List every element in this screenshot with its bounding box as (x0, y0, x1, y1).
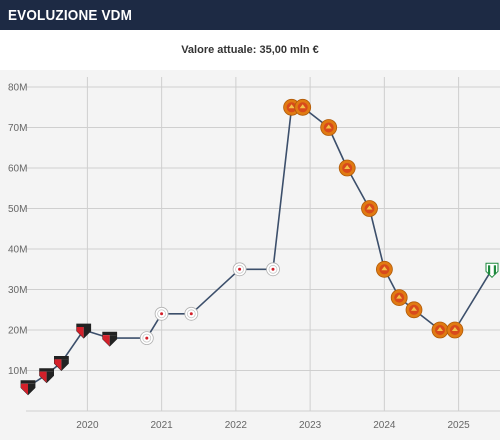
value-line (27, 106, 493, 388)
data-point-ajax-crest-icon[interactable] (154, 306, 169, 321)
data-point-sao-paulo-crest-icon[interactable] (54, 355, 69, 371)
data-point-manchester-united-crest-icon[interactable] (446, 321, 464, 339)
data-point-ajax-crest-icon[interactable] (232, 262, 247, 277)
data-point-betis-crest-icon[interactable] (485, 262, 499, 279)
x-tick-label: 2022 (225, 420, 248, 431)
club-markers (20, 98, 499, 396)
data-point-ajax-crest-icon[interactable] (266, 262, 280, 277)
data-point-ajax-crest-icon[interactable] (139, 331, 154, 346)
data-point-manchester-united-crest-icon[interactable] (431, 321, 449, 339)
y-tick-label: 80M (8, 83, 27, 94)
x-tick-label: 2023 (299, 420, 322, 431)
y-tick-label: 70M (8, 123, 27, 134)
y-tick-label: 40M (8, 245, 27, 256)
value-line-layer (27, 106, 493, 388)
y-tick-label: 50M (8, 204, 27, 215)
data-point-manchester-united-crest-icon[interactable] (294, 98, 312, 116)
current-value-label: Valore attuale: 35,00 mln € (181, 44, 319, 56)
data-point-manchester-united-crest-icon[interactable] (375, 260, 393, 278)
section-header: EVOLUZIONE VDM (0, 0, 500, 30)
data-point-sao-paulo-crest-icon[interactable] (102, 331, 118, 347)
data-point-manchester-united-crest-icon[interactable] (338, 159, 356, 177)
x-tick-label: 2024 (373, 420, 396, 431)
data-point-manchester-united-crest-icon[interactable] (320, 119, 338, 136)
y-axis: 10M 20M 30M 40M 50M 60M 70M 80M (8, 83, 27, 378)
section-title: EVOLUZIONE VDM (8, 6, 133, 24)
data-point-ajax-crest-icon[interactable] (184, 306, 199, 321)
data-point-sao-paulo-crest-icon[interactable] (39, 368, 54, 384)
x-tick-label: 2025 (447, 420, 470, 431)
y-tick-label: 10M (8, 366, 27, 377)
data-point-sao-paulo-crest-icon[interactable] (76, 323, 92, 339)
data-point-manchester-united-crest-icon[interactable] (390, 289, 408, 307)
market-value-chart: 10M 20M 30M 40M 50M 60M 70M 80M 2020 2021 2022 202… (0, 70, 500, 440)
data-point-manchester-united-crest-icon[interactable] (361, 200, 378, 217)
x-axis: 2020 2021 2022 2023 2024 2025 (76, 420, 470, 431)
data-point-manchester-united-crest-icon[interactable] (405, 301, 423, 319)
y-tick-label: 60M (8, 164, 27, 175)
x-tick-label: 2021 (151, 420, 174, 431)
data-point-sao-paulo-crest-icon[interactable] (20, 380, 36, 396)
y-tick-label: 30M (8, 285, 27, 296)
grid-lines (26, 77, 500, 412)
y-tick-label: 20M (8, 326, 27, 337)
x-tick-label: 2020 (76, 420, 99, 431)
